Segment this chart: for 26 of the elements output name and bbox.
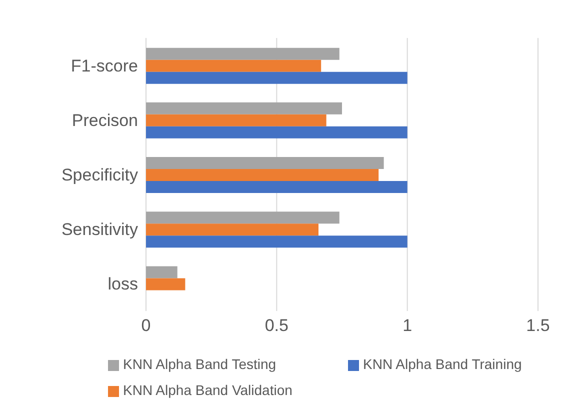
y-tick-label: F1-score [70, 56, 138, 76]
bar [146, 266, 178, 278]
bar [146, 48, 340, 60]
x-tick-label: 0 [141, 316, 151, 336]
legend-label: KNN Alpha Band Testing [123, 355, 278, 374]
bar [146, 169, 379, 182]
bar [146, 126, 408, 138]
bar [146, 212, 340, 224]
bar [146, 60, 322, 72]
bar [146, 236, 408, 248]
x-tick-label: 1.5 [526, 316, 550, 336]
legend-label: KNN Alpha Band Training [363, 355, 523, 374]
bar [146, 224, 318, 236]
bar [146, 72, 408, 84]
x-tick-label: 1 [402, 316, 412, 336]
bar [146, 157, 384, 170]
y-tick-label: Precison [72, 110, 138, 130]
bar [146, 102, 342, 114]
legend-label: KNN Alpha Band Validation [123, 381, 294, 400]
y-tick-label: loss [108, 274, 138, 294]
y-tick-label: Specificity [61, 166, 138, 185]
y-tick-label: Sensitivity [61, 220, 138, 240]
bar [146, 278, 186, 290]
bar [146, 114, 326, 126]
x-tick-label: 0.5 [264, 316, 288, 336]
bar [146, 181, 408, 194]
